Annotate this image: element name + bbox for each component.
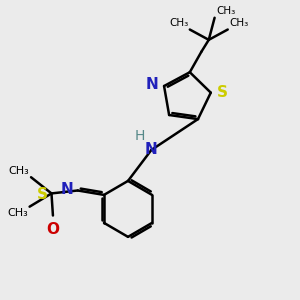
Text: CH₃: CH₃ (9, 166, 30, 176)
Text: CH₃: CH₃ (8, 208, 28, 218)
Text: N: N (61, 182, 74, 196)
Text: CH₃: CH₃ (216, 6, 235, 16)
Text: N: N (145, 142, 158, 158)
Text: H: H (134, 129, 145, 142)
Text: CH₃: CH₃ (169, 18, 188, 28)
Text: CH₃: CH₃ (229, 18, 248, 28)
Text: S: S (217, 85, 228, 100)
Text: O: O (46, 222, 59, 237)
Text: S: S (37, 188, 48, 202)
Text: N: N (146, 77, 159, 92)
